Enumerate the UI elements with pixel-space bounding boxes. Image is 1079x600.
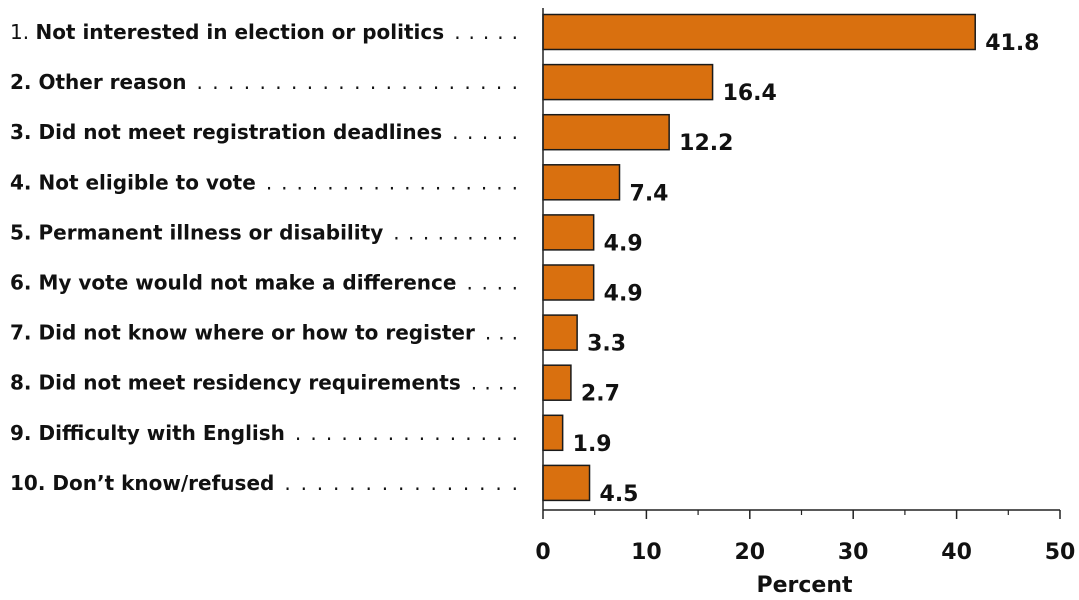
category-label: 4. Not eligible to vote (10, 170, 256, 194)
category-number: 5. (10, 220, 38, 244)
category-label: 8. Did not meet residency requirements (10, 371, 461, 395)
category-number: 3. (10, 120, 38, 144)
category-name: Permanent illness or disability (38, 220, 383, 244)
bars (542, 13, 976, 502)
value-label: 16.4 (723, 81, 777, 106)
leader-dots: ..... (452, 120, 522, 144)
leader-dots: ............... (295, 421, 522, 445)
value-label: 1.9 (573, 432, 612, 457)
value-label: 4.9 (604, 231, 643, 256)
leader-dots: ............... (284, 471, 522, 495)
category-name: Did not meet registration deadlines (38, 120, 442, 144)
value-label: 12.2 (679, 131, 733, 156)
leader-dots: .... (466, 271, 522, 295)
bar (542, 464, 591, 502)
bar (542, 113, 670, 151)
value-label: 4.9 (604, 282, 643, 307)
category-name: My vote would not make a difference (38, 271, 456, 295)
bar (542, 164, 621, 201)
category-label: 10. Don’t know/refused (10, 471, 274, 495)
bar (542, 13, 976, 51)
bar (542, 414, 564, 452)
leader-dots: ......... (393, 220, 522, 244)
category-number: 1. (10, 20, 35, 44)
category-name: Did not know where or how to register (38, 321, 475, 345)
category-label: 5. Permanent illness or disability (10, 220, 383, 244)
value-label: 41.8 (985, 31, 1039, 56)
category-labels: 1. Not interested in election or politic… (10, 20, 522, 495)
x-tick-label: 30 (838, 540, 869, 565)
category-label: 9. Difficulty with English (10, 421, 285, 445)
x-axis: 0 10 20 30 40 50 Percent (535, 8, 1075, 598)
leader-dots: ..................... (196, 70, 522, 94)
leader-dots: ................. (266, 170, 522, 194)
category-number: 10. (10, 471, 52, 495)
category-name: Don’t know/refused (52, 471, 274, 495)
value-label: 2.7 (581, 382, 620, 407)
value-labels: 41.8 16.4 12.2 7.4 4.9 4.9 3.3 2.7 1.9 4.5 (573, 31, 1040, 507)
category-number: 4. (10, 170, 38, 194)
x-tick-label: 20 (734, 540, 765, 565)
value-label: 7.4 (630, 181, 669, 206)
leader-dots: ..... (454, 20, 522, 44)
leader-dots: ... (485, 321, 522, 345)
category-name: Not interested in election or politics (35, 20, 444, 44)
category-label: 7. Did not know where or how to register (10, 321, 475, 345)
category-name: Difficulty with English (38, 421, 284, 445)
bar (542, 214, 595, 251)
category-label: 2. Other reason (10, 70, 186, 94)
x-tick-label: 40 (941, 540, 972, 565)
category-name: Did not meet residency requirements (38, 371, 460, 395)
x-axis-title: Percent (756, 573, 853, 598)
leader-dots: .... (471, 371, 522, 395)
x-tick-label: 50 (1045, 540, 1076, 565)
category-name: Not eligible to vote (38, 170, 255, 194)
value-label: 3.3 (587, 332, 626, 357)
category-label: 3. Did not meet registration deadlines (10, 120, 442, 144)
value-label: 4.5 (600, 482, 639, 507)
bar (542, 314, 578, 351)
bar (542, 264, 595, 301)
category-label: 6. My vote would not make a difference (10, 271, 456, 295)
category-name: Other reason (38, 70, 186, 94)
category-number: 8. (10, 371, 38, 395)
category-number: 7. (10, 321, 38, 345)
category-number: 6. (10, 271, 38, 295)
bar (542, 364, 572, 401)
x-tick-label: 0 (535, 540, 550, 565)
category-label: 1. Not interested in election or politic… (10, 20, 444, 44)
bar (542, 63, 714, 101)
category-number: 2. (10, 70, 38, 94)
x-tick-label: 10 (631, 540, 662, 565)
category-number: 9. (10, 421, 38, 445)
